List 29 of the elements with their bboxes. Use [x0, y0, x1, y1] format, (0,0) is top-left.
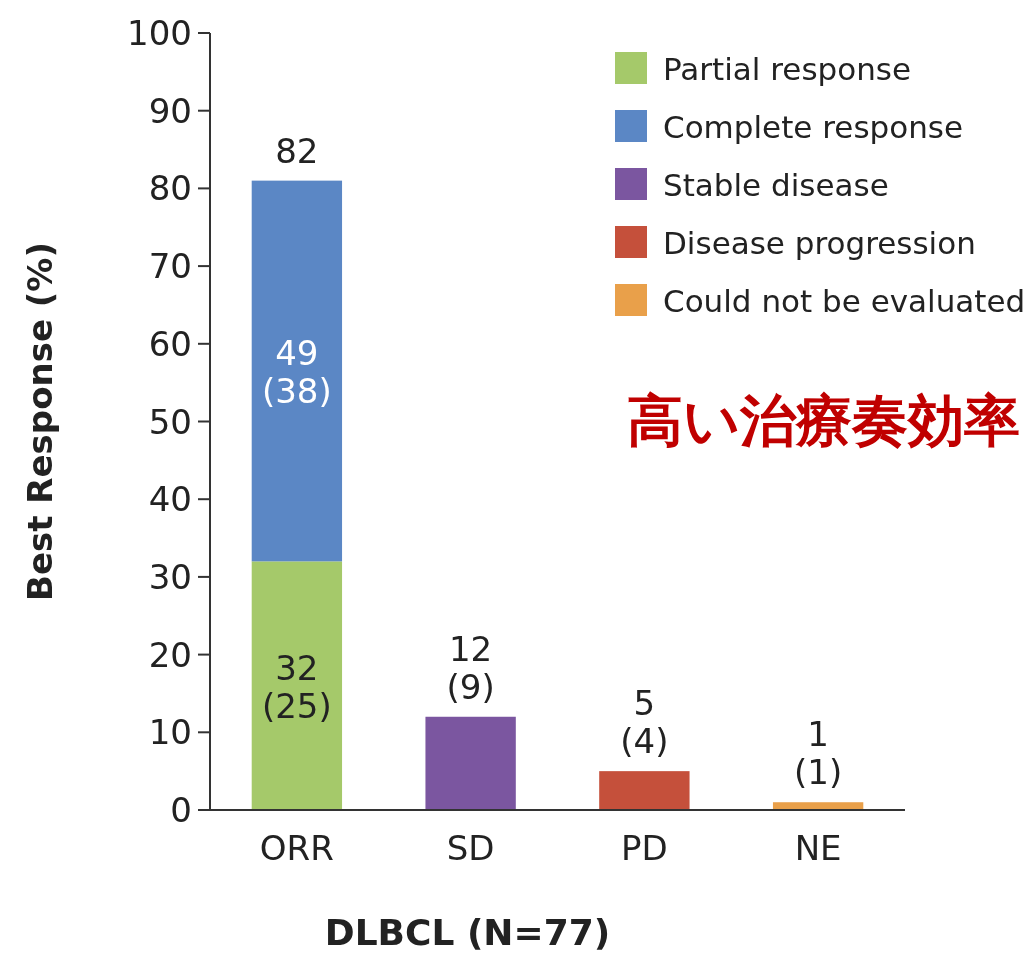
y-tick-label: 10 [148, 712, 192, 753]
y-tick-label: 90 [148, 90, 192, 131]
y-tick-label: 50 [148, 401, 192, 442]
x-tick-label: PD [621, 828, 668, 868]
y-tick-label: 30 [148, 556, 192, 597]
legend-label: Complete response [663, 109, 964, 145]
legend-label: Could not be evaluated [663, 283, 1026, 319]
data-label: 12 (9) [446, 628, 495, 707]
legend-label: Stable disease [663, 167, 889, 203]
y-axis-title: Best Response (%) [20, 242, 60, 601]
data-label: 1 (1) [794, 714, 843, 793]
x-tick-label: SD [446, 828, 495, 868]
total-label: 82 [275, 130, 319, 171]
y-tick-label: 70 [148, 246, 192, 287]
y-tick-label: 60 [148, 323, 192, 364]
legend-label: Disease progression [663, 225, 976, 261]
legend-label: Partial response [663, 51, 912, 87]
y-tick-label: 0 [170, 790, 192, 830]
x-axis-title: DLBCL (N=77) [324, 912, 611, 953]
y-tick-label: 100 [127, 13, 192, 53]
y-tick-label: 20 [148, 634, 192, 675]
y-tick-label: 80 [148, 168, 192, 209]
data-label: 32 (25) [261, 647, 332, 726]
data-label: 49 (38) [261, 332, 332, 411]
y-tick-label: 40 [148, 479, 192, 520]
data-label: 5 (4) [620, 683, 669, 762]
x-tick-label: NE [794, 828, 842, 868]
x-tick-label: ORR [259, 828, 334, 868]
annotation: 高い治療奏効率 [627, 388, 1020, 453]
